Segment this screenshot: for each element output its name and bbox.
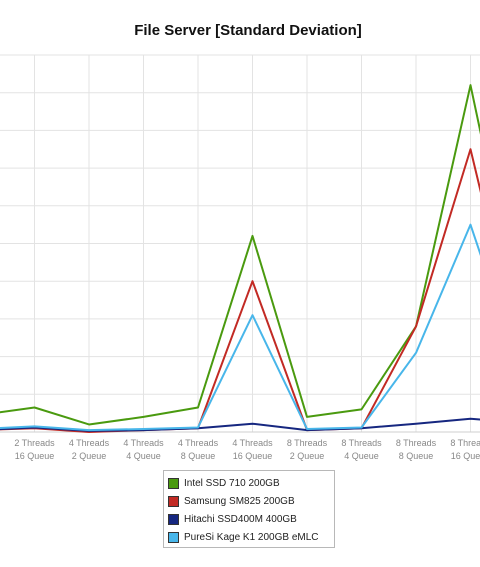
x-axis-tick-labels: 1 Threads 16 Queue 2 Threads 16 Queue 4 Thre…	[0, 438, 480, 461]
x-tick-label-threads: 4 Threads	[178, 438, 219, 448]
legend-swatch-intel	[168, 477, 179, 489]
x-tick-label-threads: 1 Threads	[0, 438, 1, 448]
chart-title: File Server [Standard Deviation]	[134, 22, 362, 39]
series-line-3[interactable]	[0, 223, 480, 432]
legend-swatch-samsung	[168, 495, 179, 507]
x-tick-label-queue: 4 Queue	[344, 451, 379, 461]
legend-label-hitachi: Hitachi SSD400M 400GB	[184, 513, 297, 525]
x-tick-label-threads: 8 Threads	[287, 438, 328, 448]
series-lines	[0, 84, 480, 433]
legend-item-puresi[interactable]: PureSi Kage K1 200GB eMLC	[168, 528, 334, 546]
x-tick-label-queue: 2 Queue	[290, 451, 325, 461]
x-tick-label-queue: 8 Queue	[181, 451, 216, 461]
legend-label-samsung: Samsung SM825 200GB	[184, 495, 295, 507]
x-tick-label-threads: 4 Threads	[69, 438, 110, 448]
legend-item-hitachi[interactable]: Hitachi SSD400M 400GB	[168, 510, 334, 528]
x-tick-label-queue: 16 Queue	[15, 451, 55, 461]
grid	[0, 54, 480, 433]
x-tick-label-queue: 4 Queue	[126, 451, 161, 461]
x-tick-label-threads: 8 Threads	[341, 438, 382, 448]
legend-item-samsung[interactable]: Samsung SM825 200GB	[168, 492, 334, 510]
x-tick-label-queue: 2 Queue	[72, 451, 107, 461]
x-tick-label-threads: 8 Threads	[396, 438, 437, 448]
x-tick-label-threads: 4 Threads	[232, 438, 273, 448]
series-line-0[interactable]	[0, 84, 480, 426]
x-tick-label-threads: 8 Threads	[450, 438, 480, 448]
x-tick-label-queue: 8 Queue	[399, 451, 434, 461]
x-tick-label-threads: 4 Threads	[123, 438, 164, 448]
series-line-1[interactable]	[0, 148, 480, 433]
legend-swatch-hitachi	[168, 513, 179, 525]
legend-label-puresi: PureSi Kage K1 200GB eMLC	[184, 531, 319, 543]
legend: Intel SSD 710 200GB Samsung SM825 200GB …	[163, 470, 335, 548]
legend-swatch-puresi	[168, 531, 179, 543]
legend-label-intel: Intel SSD 710 200GB	[184, 477, 280, 489]
x-tick-label-threads: 2 Threads	[14, 438, 55, 448]
x-tick-label-queue: 16 Queue	[233, 451, 273, 461]
x-tick-label-queue: 16 Queue	[451, 451, 480, 461]
legend-item-intel[interactable]: Intel SSD 710 200GB	[168, 474, 334, 492]
